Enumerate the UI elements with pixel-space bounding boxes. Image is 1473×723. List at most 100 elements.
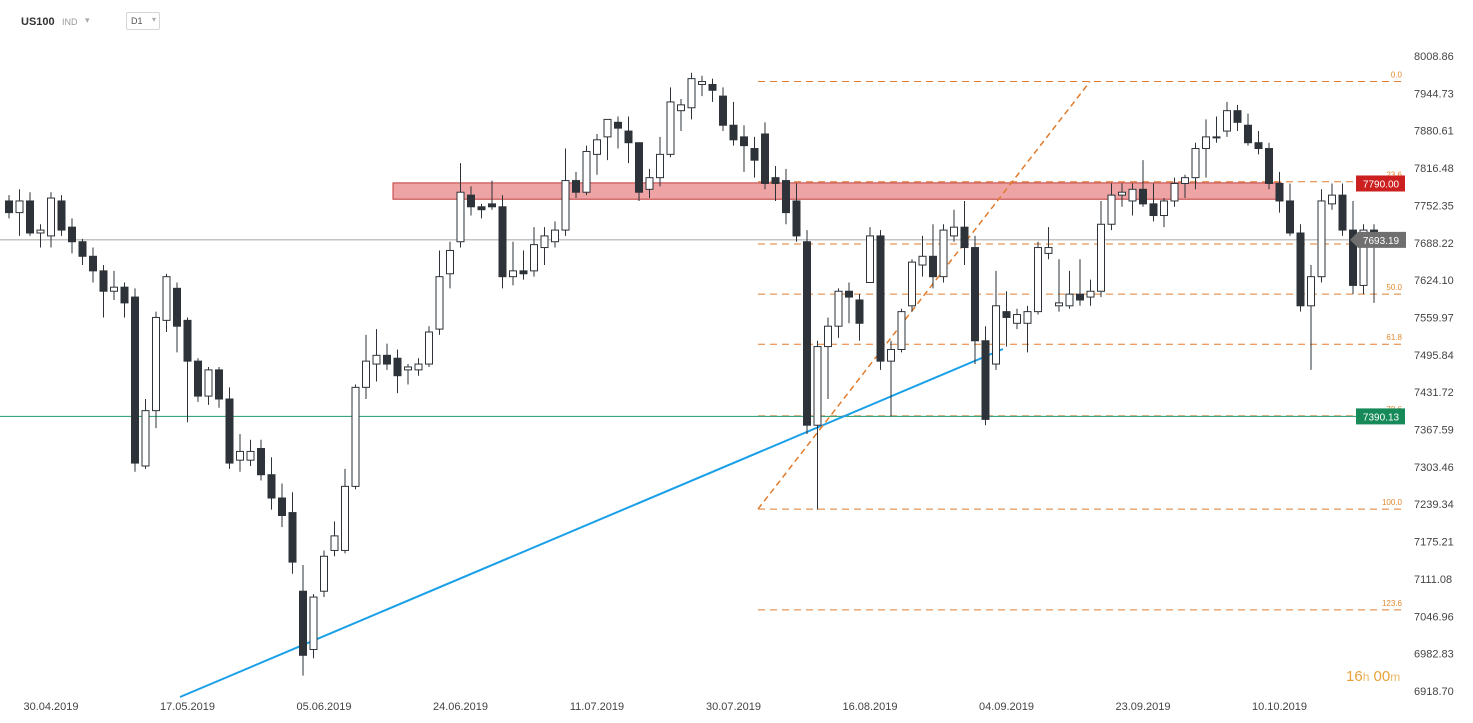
candle-body-bull bbox=[1055, 302, 1063, 307]
instrument-symbol[interactable]: US100 bbox=[21, 16, 55, 28]
candle bbox=[950, 209, 958, 242]
candle-body-bear bbox=[960, 226, 969, 249]
candle-body-bear bbox=[971, 247, 979, 342]
candle bbox=[866, 227, 874, 284]
candle bbox=[341, 468, 349, 554]
candle-body-bull bbox=[1223, 110, 1231, 132]
candle-body-bull bbox=[236, 450, 244, 461]
candle-body-bear bbox=[624, 130, 633, 144]
candle bbox=[708, 78, 717, 102]
candle bbox=[57, 195, 66, 236]
timeframe-select[interactable]: D1 ▾ bbox=[126, 12, 160, 30]
candle-countdown: 16h 00m bbox=[1346, 668, 1401, 685]
candle-body-bull bbox=[897, 311, 906, 350]
fib-anchor-line bbox=[757, 81, 1091, 510]
candle-body-bull bbox=[687, 78, 696, 109]
candle-body-bear bbox=[99, 270, 108, 292]
candle bbox=[750, 136, 759, 178]
candle bbox=[1097, 200, 1105, 298]
candle bbox=[855, 294, 864, 341]
candle bbox=[246, 439, 255, 466]
candle-body-bear bbox=[1265, 148, 1273, 184]
candle bbox=[47, 192, 55, 248]
candle bbox=[876, 230, 885, 370]
candle-body-bull bbox=[435, 276, 444, 330]
candle-body-bear bbox=[299, 590, 307, 656]
candle-body-bull bbox=[1013, 314, 1021, 324]
candle bbox=[1160, 198, 1168, 228]
y-tick-label: 7944.73 bbox=[1414, 88, 1454, 100]
resistance-price-tag: 7790.00 bbox=[1356, 175, 1405, 192]
candle bbox=[1149, 183, 1158, 222]
y-tick-label: 7816.48 bbox=[1414, 163, 1454, 175]
candle-body-bear bbox=[855, 299, 864, 324]
candle-body-bull bbox=[1191, 148, 1200, 179]
chevron-down-icon[interactable]: ▾ bbox=[85, 15, 90, 25]
candle-body-bear bbox=[467, 194, 475, 208]
candle-body-bull bbox=[341, 485, 349, 551]
fib-level-label: 123.6 bbox=[1382, 599, 1403, 608]
candle bbox=[971, 235, 979, 365]
candle bbox=[1013, 308, 1021, 330]
candle-body-bull bbox=[1044, 247, 1053, 254]
candle-body-bull bbox=[204, 369, 213, 397]
candle-body-bear bbox=[288, 512, 297, 563]
candle-body-bear bbox=[183, 319, 192, 362]
candle bbox=[141, 399, 150, 469]
candle-body-bull bbox=[645, 177, 654, 190]
candle-body-bull bbox=[1107, 194, 1116, 225]
candle-body-bear bbox=[26, 200, 34, 234]
candle-body-bull bbox=[908, 261, 916, 307]
candle-body-bear bbox=[225, 398, 234, 464]
candle bbox=[173, 282, 181, 353]
candle-body-bull bbox=[1086, 290, 1095, 298]
candle-body-bull bbox=[1023, 311, 1032, 324]
candle bbox=[645, 168, 654, 199]
candle bbox=[320, 550, 328, 598]
candle bbox=[299, 565, 307, 676]
candle-body-bear bbox=[194, 360, 202, 397]
candle bbox=[803, 230, 811, 434]
candle bbox=[435, 250, 444, 335]
candle bbox=[204, 366, 213, 405]
candle bbox=[278, 483, 286, 528]
x-tick-label: 10.10.2019 bbox=[1252, 701, 1307, 713]
candle-body-bear bbox=[929, 255, 937, 278]
candle bbox=[425, 326, 433, 367]
candle bbox=[152, 311, 160, 429]
candle-body-bull bbox=[372, 354, 381, 365]
candle-body-bull bbox=[1359, 229, 1368, 286]
candle bbox=[1118, 183, 1126, 207]
candle bbox=[1307, 265, 1315, 370]
candle-body-bull bbox=[666, 101, 675, 155]
y-tick-label: 7111.08 bbox=[1414, 574, 1452, 586]
y-tick-label: 7239.34 bbox=[1414, 499, 1454, 511]
candle-body-bull bbox=[677, 104, 685, 112]
candle bbox=[939, 224, 948, 283]
candle bbox=[813, 340, 822, 510]
candle-body-bull bbox=[320, 555, 328, 592]
candle-body-bear bbox=[131, 296, 139, 464]
candle bbox=[393, 349, 402, 394]
candle bbox=[740, 125, 748, 172]
candle bbox=[257, 439, 265, 481]
candle bbox=[719, 87, 727, 132]
y-tick-label: 8008.86 bbox=[1414, 51, 1454, 63]
candle bbox=[981, 326, 990, 426]
candle bbox=[194, 358, 202, 402]
resistance-price-tag-bg bbox=[1356, 175, 1405, 192]
candle bbox=[456, 163, 465, 248]
candle bbox=[1065, 270, 1074, 309]
candle bbox=[68, 218, 76, 254]
x-tick-label: 04.09.2019 bbox=[979, 701, 1034, 713]
candle-body-bull bbox=[1181, 177, 1189, 184]
candle-body-bull bbox=[887, 348, 895, 362]
candle-body-bear bbox=[498, 206, 507, 278]
candle bbox=[309, 594, 318, 659]
candle bbox=[36, 224, 45, 248]
candle bbox=[215, 366, 223, 408]
fib-level-label: 61.8 bbox=[1386, 333, 1402, 342]
candle-body-bull bbox=[425, 331, 433, 365]
candle-body-bear bbox=[614, 121, 622, 129]
